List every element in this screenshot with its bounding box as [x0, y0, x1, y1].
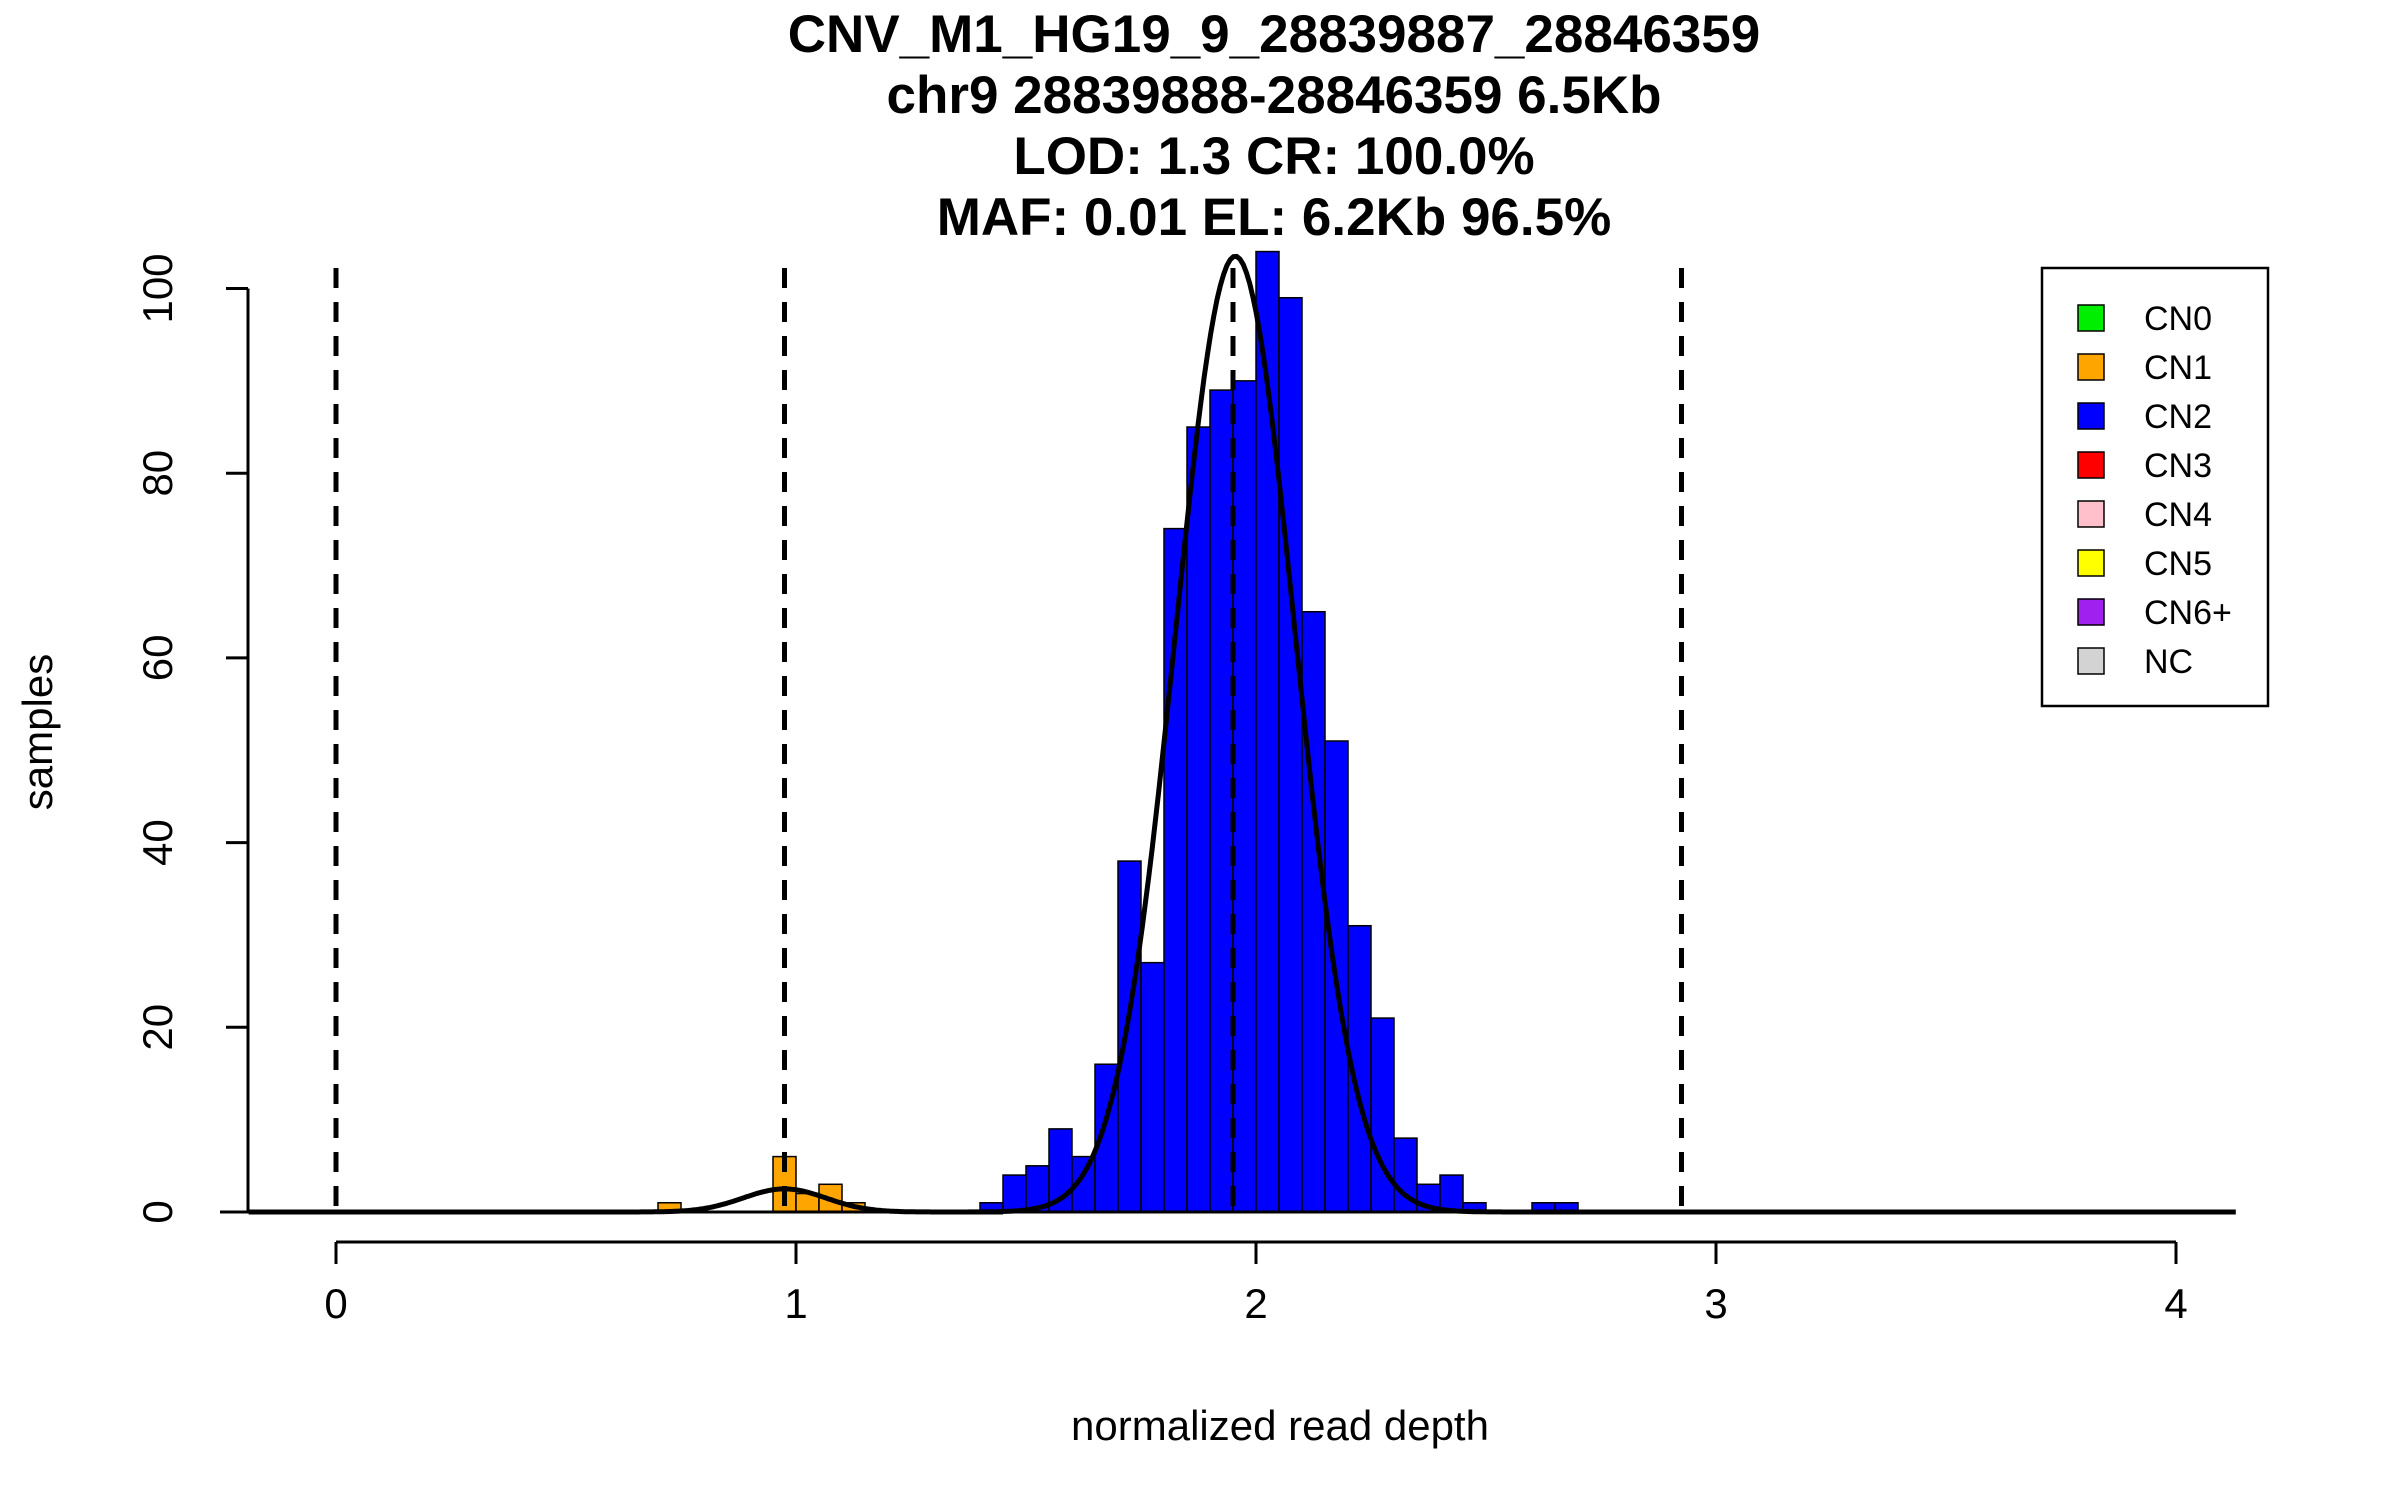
x-tick-label-0: 0	[324, 1280, 347, 1327]
title-line-1: CNV_M1_HG19_9_28839887_28846359	[788, 5, 1760, 64]
legend-swatch-cn1	[2077, 353, 2105, 381]
legend-swatch-cn4	[2077, 500, 2105, 528]
x-axis-label: normalized read depth	[1071, 1402, 1489, 1449]
legend-swatch-cn3	[2077, 451, 2105, 479]
copy-number-guide-lines	[333, 268, 1684, 1212]
chart-title: CNV_M1_HG19_9_28839887_28846359 chr9 288…	[788, 5, 1760, 247]
legend-label-cn0: CN0	[2144, 300, 2212, 338]
y-axis: 0 20 40 60 80 100	[134, 253, 250, 1224]
legend: CN0 CN1 CN2 CN3 CN4 CN5 CN6+ NC	[2040, 266, 2270, 708]
legend-label-cn4: CN4	[2144, 496, 2212, 534]
title-line-2: chr9 28839888-28846359 6.5Kb	[887, 66, 1662, 125]
legend-label-cn2: CN2	[2144, 398, 2212, 436]
legend-label-nc: NC	[2144, 643, 2193, 681]
legend-box	[2040, 266, 2270, 708]
bar-cn2-13	[1278, 296, 1303, 1213]
legend-swatch-cn6plus	[2077, 598, 2105, 626]
x-tick-label-2: 2	[1244, 1280, 1267, 1327]
y-tick-label-5: 100	[134, 253, 181, 323]
legend-label-cn1: CN1	[2144, 349, 2212, 387]
bar-cn2-9	[1186, 426, 1211, 1213]
bar-cn2-10	[1209, 389, 1234, 1213]
y-tick-label-1: 20	[134, 1004, 181, 1051]
legend-swatch-nc	[2077, 647, 2105, 675]
legend-swatch-cn5	[2077, 549, 2105, 577]
x-tick-label-1: 1	[784, 1280, 807, 1327]
bar-cn2-6	[1117, 860, 1142, 1213]
x-tick-label-3: 3	[1704, 1280, 1727, 1327]
x-axis: 0 1 2 3 4	[324, 1240, 2188, 1327]
bar-cn2-1	[1002, 1174, 1027, 1213]
bar-cn2-11	[1232, 380, 1257, 1213]
legend-swatch-cn2	[2077, 402, 2105, 430]
bar-cn2-20	[1439, 1174, 1464, 1213]
y-axis-label: samples	[14, 654, 61, 810]
legend-label-cn3: CN3	[2144, 447, 2212, 485]
y-tick-label-2: 40	[134, 819, 181, 866]
fit-curve-0	[248, 1186, 1003, 1215]
legend-label-cn5: CN5	[2144, 545, 2212, 583]
x-tick-label-4: 4	[2164, 1280, 2187, 1327]
y-tick-label-3: 60	[134, 635, 181, 682]
legend-swatch-cn0	[2077, 304, 2105, 332]
legend-label-cn6plus: CN6+	[2144, 594, 2232, 632]
y-tick-label-4: 80	[134, 450, 181, 497]
bar-cn2-14	[1301, 610, 1326, 1213]
title-line-4: MAF: 0.01 EL: 6.2Kb 96.5%	[937, 188, 1611, 247]
title-line-3: LOD: 1.3 CR: 100.0%	[1013, 127, 1534, 186]
bar-cn2-7	[1140, 961, 1165, 1213]
y-tick-label-0: 0	[134, 1200, 181, 1223]
